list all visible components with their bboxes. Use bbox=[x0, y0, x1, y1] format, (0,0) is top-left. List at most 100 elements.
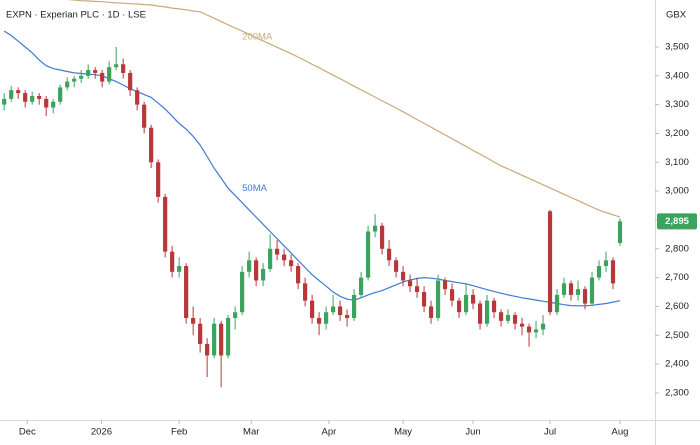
candle-body bbox=[226, 317, 231, 356]
candle-body bbox=[51, 101, 56, 108]
candle-body bbox=[247, 260, 252, 272]
candle-body bbox=[156, 162, 161, 197]
moving-average-line bbox=[3, 30, 621, 307]
candle-body bbox=[519, 323, 525, 327]
candle-body bbox=[254, 260, 259, 281]
candle-body bbox=[330, 306, 336, 313]
candle-body bbox=[128, 72, 133, 91]
y-tick-label: 2,400 bbox=[665, 359, 689, 370]
candle-body bbox=[303, 283, 308, 301]
y-tick-label: 3,000 bbox=[665, 186, 689, 197]
last-price-label: 2,895 bbox=[665, 216, 689, 227]
candle-body bbox=[498, 312, 504, 321]
candle-body bbox=[240, 271, 245, 313]
candle-body bbox=[324, 312, 329, 324]
candle-body bbox=[533, 329, 539, 333]
candle-body bbox=[191, 317, 196, 324]
candle-body bbox=[219, 323, 224, 356]
x-tick-label: Dec bbox=[19, 427, 36, 438]
x-tick-label: Jul bbox=[544, 427, 556, 438]
y-tick-label: 2,300 bbox=[665, 387, 689, 398]
candle-body bbox=[72, 78, 77, 82]
candle-body bbox=[568, 283, 574, 295]
candle-body bbox=[512, 315, 518, 324]
candle-body bbox=[540, 323, 546, 330]
candle-body bbox=[37, 95, 42, 99]
candle-body bbox=[344, 315, 350, 318]
candle-body bbox=[596, 266, 602, 278]
candle-body bbox=[589, 277, 595, 304]
y-tick-label: 3,500 bbox=[665, 42, 689, 53]
candle-body bbox=[603, 260, 609, 267]
candle-body bbox=[107, 67, 112, 82]
candle-body bbox=[617, 221, 623, 244]
candle-body bbox=[505, 315, 511, 321]
candle-body bbox=[428, 306, 434, 318]
candle-body bbox=[275, 248, 280, 255]
candle-body bbox=[337, 306, 343, 316]
y-tick-label: 3,200 bbox=[665, 128, 689, 139]
candle-body bbox=[379, 225, 385, 249]
candle-body bbox=[170, 251, 175, 272]
candle-body bbox=[23, 93, 28, 102]
x-tick-label: Jun bbox=[465, 427, 480, 438]
candle-body bbox=[177, 266, 182, 272]
candle-body bbox=[65, 81, 70, 88]
candle-body bbox=[400, 271, 406, 281]
candle-body bbox=[456, 300, 462, 313]
candle-body bbox=[610, 260, 616, 284]
y-tick-label: 3,100 bbox=[665, 157, 689, 168]
candle-body bbox=[484, 300, 490, 324]
candle-body bbox=[575, 289, 581, 295]
candle-body bbox=[212, 323, 217, 356]
y-tick-label: 2,700 bbox=[665, 272, 689, 283]
candle-body bbox=[9, 90, 14, 99]
candle-body bbox=[30, 95, 35, 102]
x-tick-label: Mar bbox=[243, 427, 259, 438]
candle-body bbox=[79, 75, 84, 79]
candle-body bbox=[449, 289, 455, 301]
candle-body bbox=[289, 260, 294, 267]
candle-body bbox=[470, 294, 476, 304]
candle-body bbox=[442, 280, 448, 290]
candle-body bbox=[135, 90, 140, 105]
candle-body bbox=[93, 70, 98, 73]
x-tick-label: Aug bbox=[612, 427, 629, 438]
candle-body bbox=[414, 286, 420, 293]
candle-body bbox=[16, 90, 21, 94]
candle-body bbox=[365, 231, 371, 278]
candle-body bbox=[261, 268, 266, 281]
candle-body bbox=[2, 98, 7, 105]
series-label: 50MA bbox=[242, 183, 267, 194]
candle-body bbox=[463, 294, 469, 313]
candle-body bbox=[491, 300, 497, 313]
x-tick-label: Apr bbox=[322, 427, 337, 438]
candle-body bbox=[407, 280, 413, 287]
candle-body bbox=[554, 294, 560, 313]
y-tick-label: 3,300 bbox=[665, 99, 689, 110]
candle-body bbox=[100, 72, 105, 82]
candle-body bbox=[421, 292, 427, 307]
candle-body bbox=[114, 64, 119, 68]
candle-body bbox=[393, 260, 399, 272]
y-tick-label: 2,500 bbox=[665, 330, 689, 341]
x-tick-label: May bbox=[394, 427, 412, 438]
candle-body bbox=[547, 211, 553, 313]
series-label: 200MA bbox=[242, 32, 273, 43]
candle-body bbox=[561, 283, 567, 295]
candle-body bbox=[58, 87, 63, 102]
candle-body bbox=[526, 326, 532, 333]
currency-label: GBX bbox=[666, 10, 687, 21]
candle-body bbox=[351, 294, 357, 318]
candle-body bbox=[358, 277, 364, 295]
chart-title: EXPN · Experian PLC · 1D · LSE bbox=[6, 10, 146, 21]
x-tick-label: 2026 bbox=[91, 427, 112, 438]
moving-average-line bbox=[67, 0, 621, 218]
candle-body bbox=[198, 323, 203, 344]
candle-body bbox=[282, 254, 287, 261]
candle-body bbox=[317, 317, 322, 324]
candle-body bbox=[372, 225, 378, 232]
